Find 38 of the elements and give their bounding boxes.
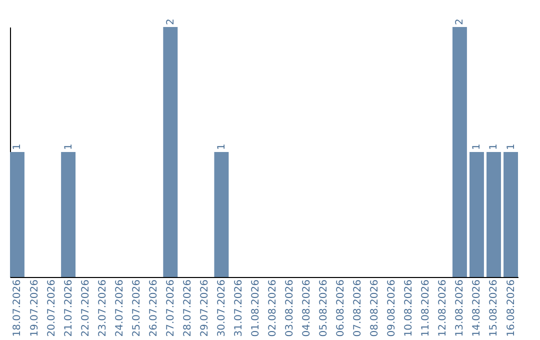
x-tick-label: 21.07.2026 [63, 280, 74, 337]
x-tick-label: 27.07.2026 [165, 280, 176, 337]
x-tick-label: 26.07.2026 [148, 280, 160, 337]
data-label: 1 [12, 144, 24, 150]
data-label: 2 [454, 18, 466, 25]
data-label: 1 [63, 144, 74, 150]
x-tick-label: 19.07.2026 [29, 280, 40, 337]
x-tick-label: 24.07.2026 [114, 280, 126, 337]
x-tick-label: 08.08.2026 [370, 280, 381, 337]
x-tick-label: 14.08.2026 [472, 280, 483, 337]
x-tick-label: 18.07.2026 [12, 280, 24, 337]
x-tick-label: 31.07.2026 [233, 280, 244, 337]
x-tick-label: 20.07.2026 [46, 280, 58, 337]
x-tick-label: 22.07.2026 [80, 280, 92, 337]
x-tick-label: 10.08.2026 [404, 280, 415, 337]
x-tick-label: 15.08.2026 [488, 280, 500, 337]
x-tick-label: 03.08.2026 [284, 280, 296, 337]
x-tick-label: 09.08.2026 [386, 280, 398, 337]
data-label: 1 [472, 144, 483, 150]
x-tick-label: 01.08.2026 [250, 280, 262, 337]
x-tick-label: 12.08.2026 [438, 280, 449, 337]
x-tick-label: 28.07.2026 [182, 280, 194, 337]
x-tick-label: 11.08.2026 [420, 280, 432, 337]
x-tick-label: 07.08.2026 [352, 280, 364, 337]
data-label: 1 [216, 144, 228, 150]
x-tick-label: 25.07.2026 [131, 280, 142, 337]
x-tick-label: 06.08.2026 [336, 280, 347, 337]
x-tick-label: 13.08.2026 [454, 280, 466, 337]
data-label: 1 [506, 144, 517, 150]
x-tick-label: 23.07.2026 [97, 280, 108, 337]
x-tick-label: 30.07.2026 [216, 280, 228, 337]
x-tick-label: 29.07.2026 [199, 280, 210, 337]
data-label: 1 [488, 144, 500, 150]
x-tick-label: 16.08.2026 [506, 280, 517, 337]
data-label: 2 [165, 18, 176, 25]
x-tick-label: 05.08.2026 [318, 280, 330, 337]
x-tick-label: 02.08.2026 [268, 280, 279, 337]
x-tick-label: 04.08.2026 [302, 280, 313, 337]
